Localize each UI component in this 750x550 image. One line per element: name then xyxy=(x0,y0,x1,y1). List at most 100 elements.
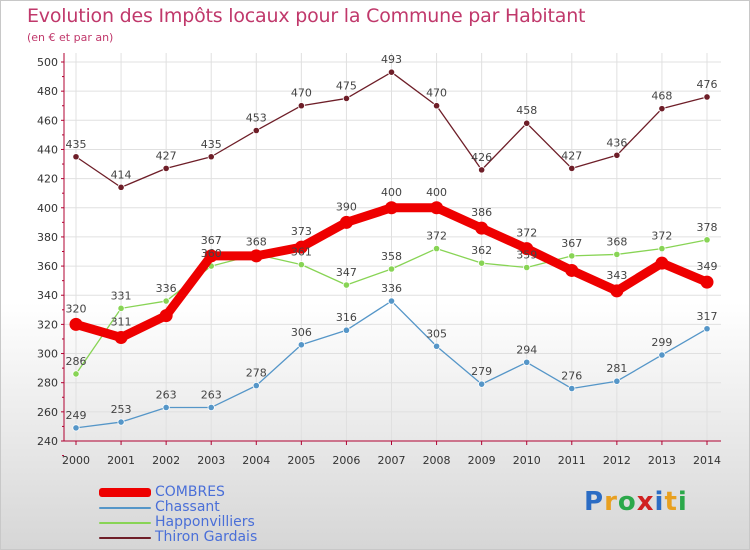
data-label: 453 xyxy=(246,112,267,125)
chart-title: Evolution des Impôts locaux pour la Comm… xyxy=(27,5,586,27)
data-point xyxy=(207,153,215,161)
data-point xyxy=(523,119,531,127)
data-label: 362 xyxy=(471,244,492,257)
data-label: 253 xyxy=(111,403,132,416)
data-label: 276 xyxy=(561,370,582,383)
y-tick-label: 360 xyxy=(37,260,58,273)
legend-label: Thiron Gardais xyxy=(155,529,258,545)
data-label: 475 xyxy=(336,79,357,92)
data-label: 263 xyxy=(201,388,222,401)
data-point xyxy=(478,259,486,267)
y-tick-label: 340 xyxy=(37,289,58,302)
data-label: 400 xyxy=(381,186,402,199)
legend-item: COMBRES xyxy=(99,485,257,500)
data-point xyxy=(69,317,83,331)
data-point xyxy=(613,377,621,385)
data-label: 470 xyxy=(426,87,447,100)
x-tick-label: 2001 xyxy=(107,454,135,467)
legend-swatch xyxy=(99,536,151,539)
data-point xyxy=(252,126,260,135)
data-label: 435 xyxy=(66,138,87,151)
y-tick-label: 500 xyxy=(37,56,58,69)
data-label: 476 xyxy=(697,78,718,91)
logo-letter: t xyxy=(664,487,678,517)
data-label: 358 xyxy=(381,250,402,263)
data-label: 336 xyxy=(381,282,402,295)
x-tick-label: 2002 xyxy=(152,454,180,467)
data-point xyxy=(159,309,173,323)
data-label: 336 xyxy=(156,282,177,295)
legend-item: Chassant xyxy=(99,500,257,515)
data-point xyxy=(297,102,305,110)
data-point xyxy=(117,418,125,426)
data-point xyxy=(610,284,624,298)
legend-swatch xyxy=(99,488,151,497)
data-point xyxy=(162,297,170,305)
data-point xyxy=(703,236,711,244)
data-point xyxy=(114,331,128,345)
y-tick-label: 260 xyxy=(37,406,58,419)
data-label: 367 xyxy=(561,237,582,250)
data-point xyxy=(658,351,666,359)
data-point xyxy=(339,215,353,229)
data-label: 435 xyxy=(201,138,222,151)
data-label: 311 xyxy=(111,316,132,329)
data-label: 400 xyxy=(426,186,447,199)
data-label: 372 xyxy=(651,230,672,243)
data-label: 493 xyxy=(381,53,402,66)
x-tick-label: 2006 xyxy=(332,454,360,467)
legend-label: Happonvilliers xyxy=(155,514,255,530)
data-point xyxy=(523,263,531,272)
legend-item: Thiron Gardais xyxy=(99,530,257,545)
data-point xyxy=(432,342,441,350)
data-point xyxy=(613,250,621,259)
data-point xyxy=(523,358,531,366)
data-point xyxy=(703,93,711,101)
data-point xyxy=(387,68,396,76)
data-label: 331 xyxy=(111,289,132,302)
data-point xyxy=(207,403,215,412)
data-label: 359 xyxy=(516,249,537,262)
data-point xyxy=(162,164,170,173)
y-tick-label: 380 xyxy=(37,231,58,244)
data-label: 278 xyxy=(246,367,267,380)
data-label: 458 xyxy=(516,104,537,117)
data-label: 427 xyxy=(561,149,582,162)
y-tick-label: 300 xyxy=(37,348,58,361)
y-tick-label: 280 xyxy=(37,377,58,390)
data-label: 414 xyxy=(111,168,132,181)
data-point xyxy=(700,275,714,289)
legend-item: Happonvilliers xyxy=(99,515,257,530)
data-label: 361 xyxy=(291,246,312,259)
data-label: 367 xyxy=(201,234,222,247)
data-point xyxy=(655,256,669,270)
data-point xyxy=(432,244,441,253)
data-label: 294 xyxy=(516,343,537,356)
data-label: 468 xyxy=(651,90,672,103)
series-lines xyxy=(69,68,714,432)
data-point xyxy=(117,304,125,312)
x-tick-label: 2003 xyxy=(197,454,225,467)
data-point xyxy=(430,201,444,215)
y-tick-label: 420 xyxy=(37,173,58,186)
x-tick-label: 2010 xyxy=(513,454,541,467)
data-point xyxy=(162,403,170,412)
x-tick-label: 2004 xyxy=(242,454,270,467)
x-tick-label: 2013 xyxy=(648,454,676,467)
data-label: 320 xyxy=(66,302,87,315)
logo-letter: i xyxy=(677,487,688,517)
data-label: 436 xyxy=(606,136,627,149)
logo-letter: x xyxy=(636,487,655,517)
data-label: 343 xyxy=(606,269,627,282)
data-point xyxy=(432,102,441,110)
data-label: 349 xyxy=(697,260,718,273)
data-label: 305 xyxy=(426,327,447,340)
data-label: 372 xyxy=(516,227,537,240)
data-point xyxy=(568,164,576,173)
data-point xyxy=(385,201,398,215)
data-label: 368 xyxy=(246,235,267,248)
data-point xyxy=(658,244,666,253)
data-point xyxy=(249,249,263,263)
y-tick-label: 240 xyxy=(37,435,58,448)
